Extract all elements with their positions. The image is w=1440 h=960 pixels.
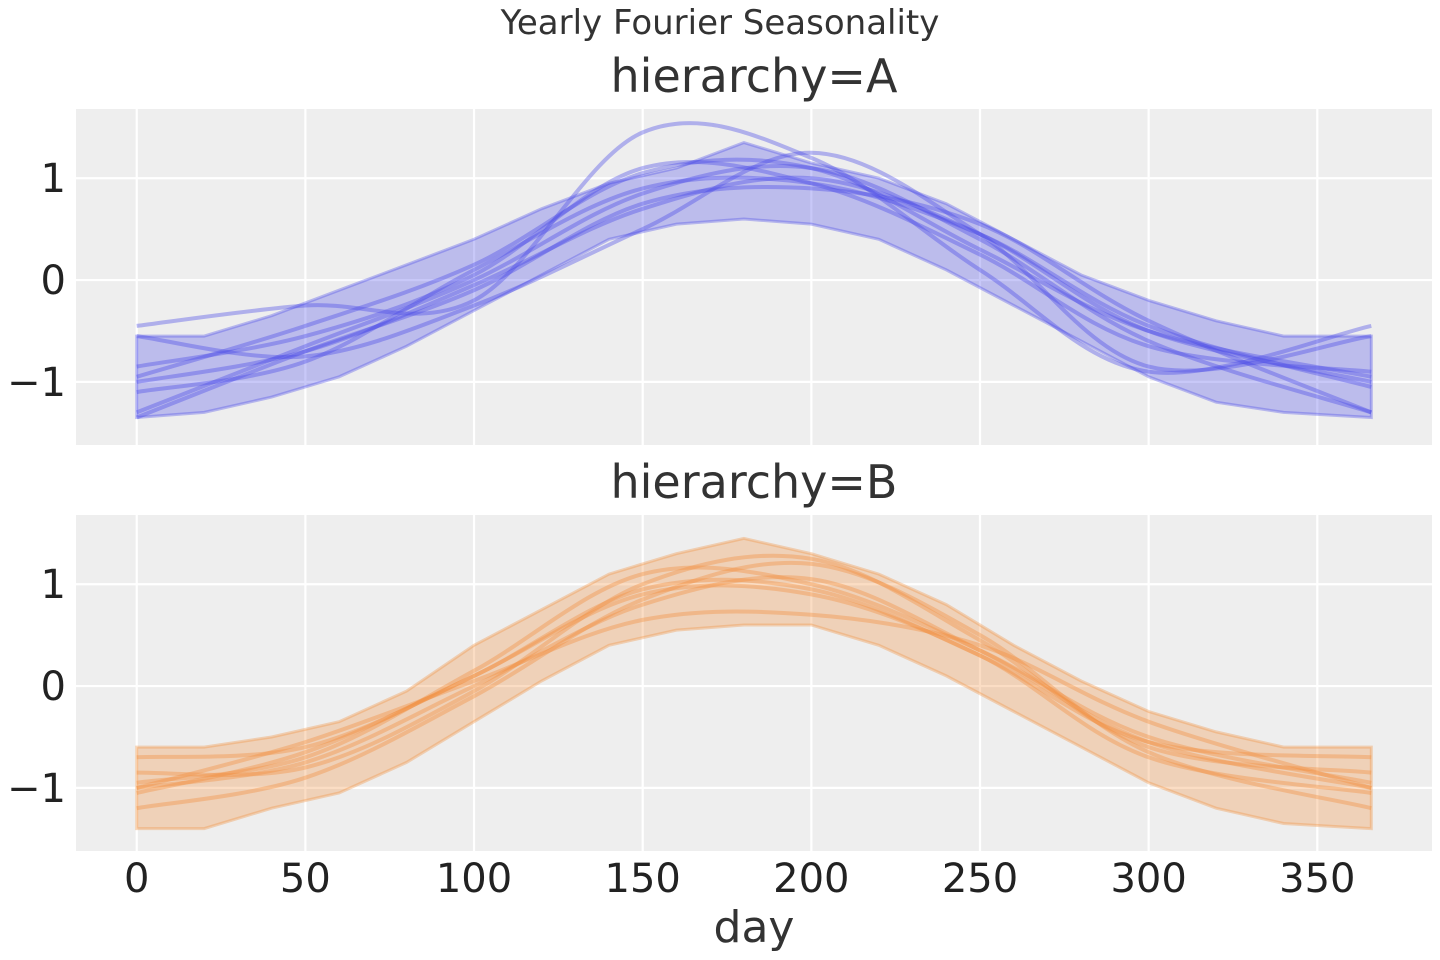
sample-line [136,175,1372,384]
y-tick-label: −1 [7,360,66,406]
y-tick-label: 1 [41,562,66,608]
y-tick-label: 0 [41,258,66,304]
sample-line [136,121,1372,375]
figure-title: Yearly Fourier Seasonality [500,3,940,43]
sample-line [136,150,1372,373]
y-tick-label: 0 [41,664,66,710]
panel-b-title: hierarchy=B [610,455,897,509]
sample-line [136,575,1372,790]
x-tick-label: 100 [436,856,512,902]
panel-b: 1 0 −1 hierarchy=B [7,455,1432,851]
sample-line [136,553,1372,777]
y-tick-label: −1 [7,766,66,812]
panel-b-grid [76,515,1432,851]
x-axis-ticks: 0 50 100 150 200 250 300 350 [124,856,1356,902]
sample-line [135,164,1372,415]
sample-line [136,577,1372,760]
panel-a: 1 0 −1 hierarchy=A [7,49,1432,445]
credible-band [135,141,1373,420]
sample-line [136,583,1372,795]
panel-a-y-ticks: 1 0 −1 [7,156,66,406]
panel-a-grid [76,109,1432,445]
panel-b-background [76,515,1432,851]
y-tick-label: 1 [41,156,66,202]
panel-a-band [135,141,1373,420]
sample-line [136,609,1372,790]
sample-line [135,184,1373,420]
panel-b-lines [136,553,1372,811]
panel-b-band [135,536,1373,831]
sample-line [136,159,1372,374]
panel-a-title: hierarchy=A [611,49,898,103]
sample-line [136,560,1372,811]
x-tick-label: 0 [124,856,149,902]
panel-b-y-ticks: 1 0 −1 [7,562,66,812]
sample-line [136,157,1372,379]
panel-a-background [76,109,1432,445]
credible-band [135,536,1373,831]
panel-a-lines [135,121,1373,420]
x-tick-label: 350 [1279,856,1355,902]
x-tick-label: 150 [605,856,681,902]
x-tick-label: 300 [1110,856,1186,902]
x-tick-label: 50 [280,856,331,902]
sample-line [136,565,1372,785]
x-tick-label: 200 [773,856,849,902]
x-axis-label: day [714,902,795,953]
sample-line [136,175,1372,395]
x-tick-label: 250 [942,856,1018,902]
